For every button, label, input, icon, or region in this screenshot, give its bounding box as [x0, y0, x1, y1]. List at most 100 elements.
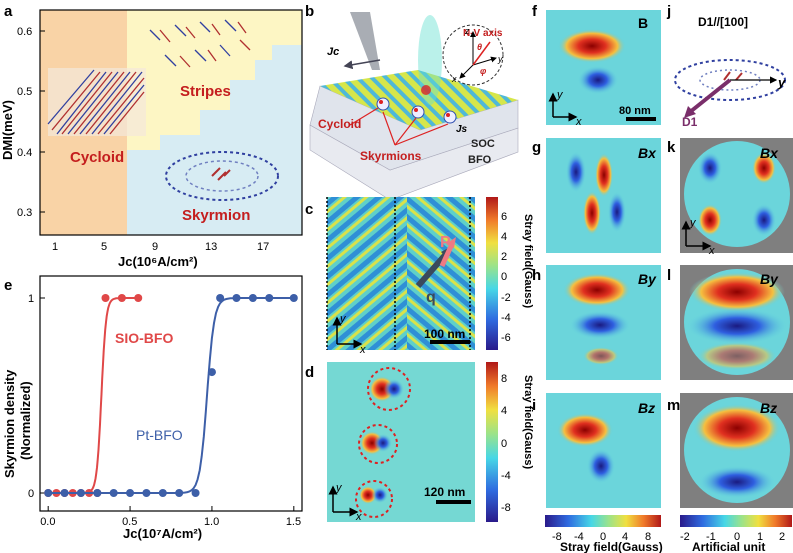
svg-text:-4: -4: [501, 312, 511, 324]
panel-label-e: e: [4, 277, 12, 294]
density-chart: 0.0 0.5 1.0 1.5 0 1: [28, 293, 301, 528]
svg-text:2: 2: [779, 531, 785, 543]
x-tick-label-2: 1.0: [204, 516, 219, 528]
skyrmion-1: [367, 367, 411, 411]
svg-text:5: 5: [101, 241, 107, 253]
data-point-0-9: [134, 294, 143, 302]
svg-text:l: l: [667, 267, 671, 284]
data-point-0-8: [117, 294, 126, 302]
svg-text:Bz: Bz: [638, 400, 655, 416]
svg-text:i: i: [532, 397, 536, 414]
svg-text:-8: -8: [501, 502, 511, 514]
colorbar-c-ticks: 6 4 2 0 -2 -4 -6: [501, 211, 511, 344]
svg-text:1: 1: [757, 531, 763, 543]
data-point-1-13: [248, 294, 257, 302]
svg-text:Bx: Bx: [760, 145, 779, 161]
svg-text:6: 6: [501, 211, 507, 223]
svg-text:By: By: [638, 271, 657, 287]
panel-e: e 0.0 0.5 1.0 1.5 0 1 SIO-BFO Pt-BFO Skyrmion…: [2, 275, 303, 541]
soc-label: SOC: [471, 138, 495, 150]
stripe-domain-2: [407, 197, 475, 350]
skyrmion-2: [358, 424, 398, 464]
data-point-1-9: [191, 489, 200, 497]
svg-text:y: y: [777, 75, 786, 90]
svg-text:h: h: [532, 267, 541, 284]
svg-text:-6: -6: [501, 332, 511, 344]
svg-text:B: B: [638, 15, 648, 31]
skyrmion-spin-texture: [165, 151, 279, 201]
panels-j-m: j D1//[100] y D1 k Bx y x l By m: [666, 3, 793, 553]
stripes-region: [127, 10, 302, 150]
colorbar-j-m-label: Artificial unit: [692, 540, 765, 553]
svg-text:8: 8: [501, 373, 507, 385]
series-pt-label: Pt-BFO: [136, 427, 183, 443]
p-arrow: [439, 242, 455, 268]
phase-yticks: 0.3 0.4 0.5 0.6: [17, 26, 45, 219]
chart-ylabel-2: (Normalized): [18, 381, 33, 460]
series-sio-label: SIO-BFO: [115, 330, 173, 346]
d1-vector: [688, 78, 732, 114]
svg-text:D1: D1: [682, 115, 698, 129]
y-tick-label-1: 1: [28, 293, 34, 305]
afm-tip: [350, 12, 380, 70]
data-point-1-14: [265, 294, 274, 302]
data-point-1-10: [207, 368, 216, 377]
svg-text:0.5: 0.5: [17, 86, 32, 98]
svg-text:4: 4: [501, 405, 507, 417]
svg-text:y: y: [497, 54, 503, 64]
svg-text:-2: -2: [501, 292, 511, 304]
svg-text:z: z: [464, 26, 470, 36]
series-line-0: [48, 297, 139, 494]
svg-text:x: x: [451, 74, 457, 84]
nv-center: [421, 85, 431, 95]
panel-label-d: d: [305, 364, 314, 381]
p-label: P: [440, 234, 451, 251]
chart-xlabel: Jc(10⁷A/cm²): [123, 526, 202, 541]
svg-text:4: 4: [501, 231, 507, 243]
svg-text:0.6: 0.6: [17, 26, 32, 38]
x-tick-label-0: 0.0: [40, 516, 55, 528]
svg-text:80 nm: 80 nm: [619, 105, 651, 117]
svg-text:By: By: [760, 271, 779, 287]
data-point-1-4: [109, 489, 118, 497]
phase-ylabel: DMI(meV): [0, 100, 15, 160]
y-tick-label-0: 0: [28, 488, 34, 500]
skyrmion-spheres: [376, 97, 457, 124]
svg-text:y: y: [339, 313, 347, 325]
cycloid-label: Cycloid: [70, 149, 124, 166]
jc-label: Jc: [327, 46, 339, 58]
svg-text:-2: -2: [680, 531, 690, 543]
colorbar-d: [486, 362, 498, 522]
svg-text:4: 4: [622, 531, 628, 543]
data-point-1-12: [232, 294, 241, 302]
stripes-spin-texture: [149, 19, 251, 68]
x-tick-label-3: 1.5: [286, 516, 301, 528]
skyrmion-label: Skyrmion: [182, 207, 250, 224]
cycloid-tag: Cycloid: [318, 117, 361, 131]
panel-a: a Stripes Cycloid: [0, 3, 303, 269]
data-point-1-0: [44, 489, 53, 497]
panel-b: b N-V axis z y x θ φ Jc Js Cycloid Skyrm…: [305, 3, 519, 201]
phase-xlabel: Jc(10⁶A/cm²): [118, 254, 198, 269]
data-point-1-2: [76, 489, 85, 497]
panel-label-b: b: [305, 3, 314, 20]
nv-axis-label: N-V axis: [463, 28, 503, 39]
series-line-1: [48, 297, 294, 494]
svg-text:-1: -1: [706, 531, 716, 543]
scalebar-d: [436, 500, 471, 504]
colorbar-c-label: Stray field(Gauss): [522, 214, 534, 308]
svg-text:Bx: Bx: [638, 145, 657, 161]
colorbar-j-m-ticks: -2 -1 0 1 2: [680, 531, 785, 543]
svg-text:x: x: [575, 116, 582, 128]
panels-f-i: f B 80 nm y x g Bx h By i Bz -8 -4 0 4 8: [532, 3, 663, 553]
q-arrow: [415, 252, 449, 288]
data-point-1-7: [158, 489, 167, 497]
colorbar-f-i: [545, 515, 661, 527]
svg-text:f: f: [532, 3, 538, 20]
svg-text:0: 0: [501, 271, 507, 283]
svg-text:k: k: [667, 139, 676, 156]
stripes-label: Stripes: [180, 83, 231, 100]
svg-text:-4: -4: [574, 531, 584, 543]
svg-text:φ: φ: [480, 66, 487, 76]
svg-text:m: m: [667, 397, 680, 414]
